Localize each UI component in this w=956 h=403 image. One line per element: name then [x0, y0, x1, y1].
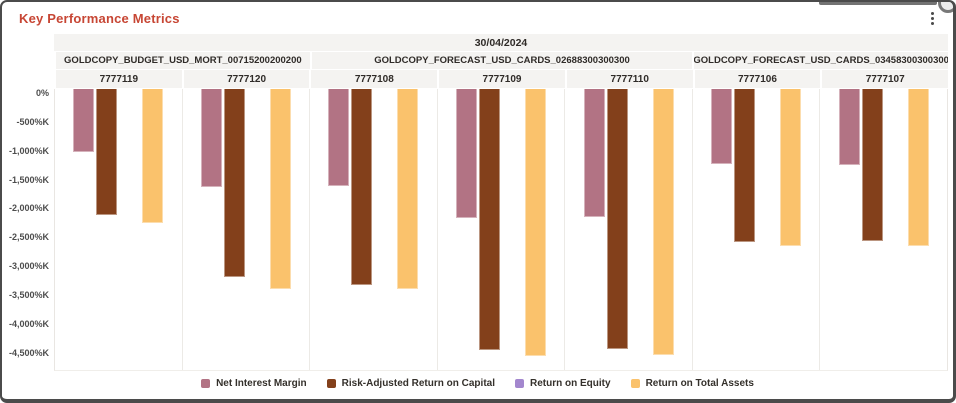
- group-header-cell: GOLDCOPY_BUDGET_USD_MORT_00715200200200: [56, 52, 310, 69]
- axis-tick-label: -4,000%K: [8, 318, 49, 329]
- bar-risk-adjusted-return-on-capital[interactable]: [96, 89, 118, 215]
- account-header-cell: 7777110: [566, 70, 693, 88]
- group-header-cell: GOLDCOPY_FORECAST_USD_CARDS_026883003003…: [311, 52, 693, 69]
- chart-column-7777119: [55, 89, 183, 370]
- account-header-cell: 7777107: [822, 70, 949, 88]
- bar-return-on-total-assets[interactable]: [142, 89, 164, 223]
- axis-gutter-spacer: [7, 70, 54, 88]
- account-header-cell: 7777108: [311, 70, 438, 88]
- axis-tick-label: -3,500%K: [8, 289, 49, 300]
- widget-titlebar: Key Performance Metrics: [2, 2, 953, 34]
- bar-return-on-total-assets[interactable]: [907, 89, 929, 246]
- plot-row: 0% -500%K -1,000%K -1,500%K -2,000%K -2,500%K…: [7, 88, 948, 371]
- bar-return-on-total-assets[interactable]: [269, 89, 291, 289]
- y-axis: 0% -500%K -1,000%K -1,500%K -2,000%K -2,500%K…: [7, 88, 54, 371]
- cutoff-circle-artifact: [938, 2, 953, 13]
- legend-label: Net Interest Margin: [216, 377, 307, 389]
- group-header-row: GOLDCOPY_BUDGET_USD_MORT_00715200200200 G…: [7, 52, 949, 69]
- chart-column-7777106: [693, 89, 821, 370]
- legend-swatch-icon: [630, 378, 640, 388]
- legend-label: Return on Total Assets: [645, 377, 754, 389]
- bar-risk-adjusted-return-on-capital[interactable]: [351, 89, 373, 285]
- legend-item-net-interest-margin[interactable]: Net Interest Margin: [201, 378, 307, 389]
- legend-label: Risk-Adjusted Return on Capital: [341, 377, 495, 389]
- bar-risk-adjusted-return-on-capital[interactable]: [861, 89, 883, 241]
- bar-net-interest-margin[interactable]: [583, 89, 605, 217]
- bar-net-interest-margin[interactable]: [73, 89, 95, 152]
- bar-risk-adjusted-return-on-capital[interactable]: [223, 89, 245, 277]
- bar-net-interest-margin[interactable]: [711, 89, 733, 164]
- axis-tick-label: -3,000%K: [8, 261, 49, 272]
- legend-item-risk-adjusted-return-on-capital[interactable]: Risk-Adjusted Return on Capital: [326, 377, 495, 389]
- chart-column-7777107: [820, 89, 947, 370]
- chart-column-7777108: [310, 89, 438, 370]
- group-header-cell: GOLDCOPY_FORECAST_USD_CARDS_034583003003…: [694, 52, 949, 69]
- plot-area: [54, 89, 948, 371]
- bar-net-interest-margin[interactable]: [200, 89, 222, 187]
- chart-column-7777120: [183, 89, 311, 370]
- chart-column-7777110: [565, 89, 693, 370]
- date-header: 30/04/2024: [54, 34, 948, 51]
- axis-gutter-spacer: [7, 52, 54, 69]
- chart-column-7777109: [438, 89, 566, 370]
- account-header-cell: 7777119: [56, 70, 182, 88]
- axis-tick-label: -500%K: [16, 116, 49, 127]
- axis-tick-label: -4,500%K: [8, 347, 49, 358]
- page-title: Key Performance Metrics: [19, 10, 180, 26]
- axis-tick-label: -2,500%K: [8, 232, 49, 243]
- date-header-row: 30/04/2024: [7, 34, 948, 51]
- legend-item-return-on-equity[interactable]: Return on Equity: [515, 378, 611, 389]
- kebab-menu-icon[interactable]: [924, 8, 940, 28]
- account-header-row: 7777119 7777120 7777108 7777109 7777110 77771…: [7, 70, 949, 88]
- bar-net-interest-margin[interactable]: [456, 89, 478, 218]
- legend: Net Interest Margin Risk-Adjusted Return …: [7, 372, 948, 394]
- bar-risk-adjusted-return-on-capital[interactable]: [606, 89, 628, 349]
- account-header-cell: 7777120: [183, 70, 310, 88]
- axis-tick-label: -2,000%K: [8, 203, 49, 214]
- axis-tick-label: 0%: [35, 88, 49, 98]
- bar-risk-adjusted-return-on-capital[interactable]: [479, 89, 501, 350]
- legend-label: Return on Equity: [530, 377, 611, 389]
- bar-risk-adjusted-return-on-capital[interactable]: [734, 89, 756, 242]
- legend-swatch-icon: [201, 378, 211, 388]
- axis-tick-label: -1,500%K: [8, 174, 49, 185]
- bar-return-on-total-assets[interactable]: [652, 89, 674, 355]
- account-header-cell: 7777109: [439, 70, 565, 88]
- axis-gutter-spacer: [7, 34, 54, 51]
- bar-net-interest-margin[interactable]: [838, 89, 860, 165]
- legend-item-return-on-total-assets[interactable]: Return on Total Assets: [630, 377, 754, 389]
- top-edge-cutoff-artifact: [819, 2, 937, 5]
- bar-return-on-total-assets[interactable]: [780, 89, 802, 246]
- account-header-cell: 7777106: [694, 70, 821, 88]
- bar-return-on-total-assets[interactable]: [525, 89, 547, 356]
- bar-net-interest-margin[interactable]: [328, 89, 350, 186]
- bar-return-on-total-assets[interactable]: [397, 89, 419, 289]
- legend-swatch-icon: [326, 378, 336, 388]
- axis-tick-label: -1,000%K: [8, 145, 49, 156]
- legend-swatch-icon: [515, 378, 524, 388]
- kpi-chart: 30/04/2024 GOLDCOPY_BUDGET_USD_MORT_0071…: [2, 34, 953, 394]
